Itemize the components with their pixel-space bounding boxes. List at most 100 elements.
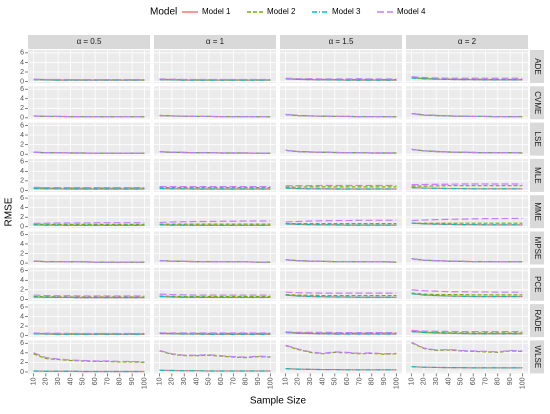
x-tick-label: 60 [218,377,225,385]
legend-label: Model 4 [397,7,426,16]
y-tick-label: 4 [20,168,24,175]
y-tick-label: 4 [20,241,24,248]
x-tick-label: 20 [421,377,428,385]
panel [280,86,402,119]
y-tick-label: 4 [20,132,24,139]
x-tick-label: 10 [408,377,415,385]
y-tick-label: 4 [20,277,24,284]
panel [28,86,150,119]
x-tick-label: 70 [482,377,489,385]
strip-label: LSE [533,132,542,147]
strip-label: ADE [533,58,542,74]
y-tick-label: 6 [20,231,24,238]
panel [280,340,402,373]
y-tick-label: 0 [20,333,24,340]
strip-label: CVME [533,91,542,114]
panel [280,50,402,83]
x-tick-label: 80 [369,377,376,385]
panel [28,50,150,83]
x-tick-label: 60 [470,377,477,385]
y-tick-label: 2 [20,323,24,330]
y-tick-label: 0 [20,151,24,158]
panel [28,123,150,156]
strip-label: MME [533,202,542,221]
x-tick-label: 60 [92,377,99,385]
panel [154,50,276,83]
y-tick-label: 4 [20,350,24,357]
y-tick-label: 6 [20,268,24,275]
panel [280,123,402,156]
panel [154,195,276,228]
x-tick-label: 70 [356,377,363,385]
y-tick-label: 6 [20,340,24,347]
y-tick-label: 6 [20,122,24,129]
legend-label: Model 1 [202,7,231,16]
panel [28,159,150,192]
x-tick-label: 20 [295,377,302,385]
x-tick-label: 10 [282,377,289,385]
x-tick-label: 40 [67,377,74,385]
y-tick-label: 0 [20,78,24,85]
x-tick-label: 80 [495,377,502,385]
x-tick-label: 30 [55,377,62,385]
x-tick-label: 30 [307,377,314,385]
strip-label: MPSE [533,237,542,260]
x-tick-label: 90 [255,377,262,385]
x-tick-label: 20 [169,377,176,385]
y-tick-label: 6 [20,50,24,57]
strip-label: α = 0.5 [77,37,102,46]
x-axis-title: Sample Size [250,396,307,407]
strip-label: α = 2 [458,37,477,46]
x-tick-label: 70 [230,377,237,385]
y-tick-label: 6 [20,195,24,202]
x-tick-label: 100 [393,377,400,389]
x-tick-label: 50 [332,377,339,385]
y-tick-label: 2 [20,214,24,221]
x-tick-label: 20 [43,377,50,385]
y-tick-label: 0 [20,369,24,376]
strip-label: WLSE [533,346,542,369]
x-tick-label: 70 [104,377,111,385]
y-tick-label: 0 [20,296,24,303]
panel [28,232,150,265]
strip-label: α = 1 [206,37,225,46]
x-tick-label: 80 [117,377,124,385]
x-tick-label: 100 [519,377,526,389]
x-tick-label: 50 [458,377,465,385]
strip-label: RADE [533,309,542,331]
x-tick-label: 30 [181,377,188,385]
y-tick-label: 0 [20,224,24,231]
y-tick-label: 0 [20,115,24,122]
x-tick-label: 60 [344,377,351,385]
y-tick-label: 2 [20,105,24,112]
panel [406,232,528,265]
panel [406,159,528,192]
x-tick-label: 90 [129,377,136,385]
y-tick-label: 2 [20,178,24,185]
strip-label: MLE [533,167,542,183]
y-tick-label: 2 [20,287,24,294]
y-axis-title: RMSE [4,197,15,226]
x-tick-label: 40 [445,377,452,385]
legend-title: Model [150,7,177,18]
y-tick-label: 6 [20,159,24,166]
strip-label: PCE [533,276,542,292]
panel [406,86,528,119]
panel [28,340,150,373]
y-tick-label: 4 [20,204,24,211]
y-tick-label: 0 [20,187,24,194]
panel [154,304,276,337]
y-tick-label: 6 [20,304,24,311]
y-tick-label: 6 [20,86,24,93]
y-tick-label: 4 [20,96,24,103]
x-tick-label: 10 [156,377,163,385]
panel [280,232,402,265]
legend-label: Model 3 [332,7,361,16]
x-tick-label: 90 [507,377,514,385]
x-tick-label: 80 [243,377,250,385]
panel [154,123,276,156]
panel [154,232,276,265]
legend-label: Model 2 [267,7,296,16]
x-tick-label: 50 [80,377,87,385]
x-tick-label: 30 [433,377,440,385]
